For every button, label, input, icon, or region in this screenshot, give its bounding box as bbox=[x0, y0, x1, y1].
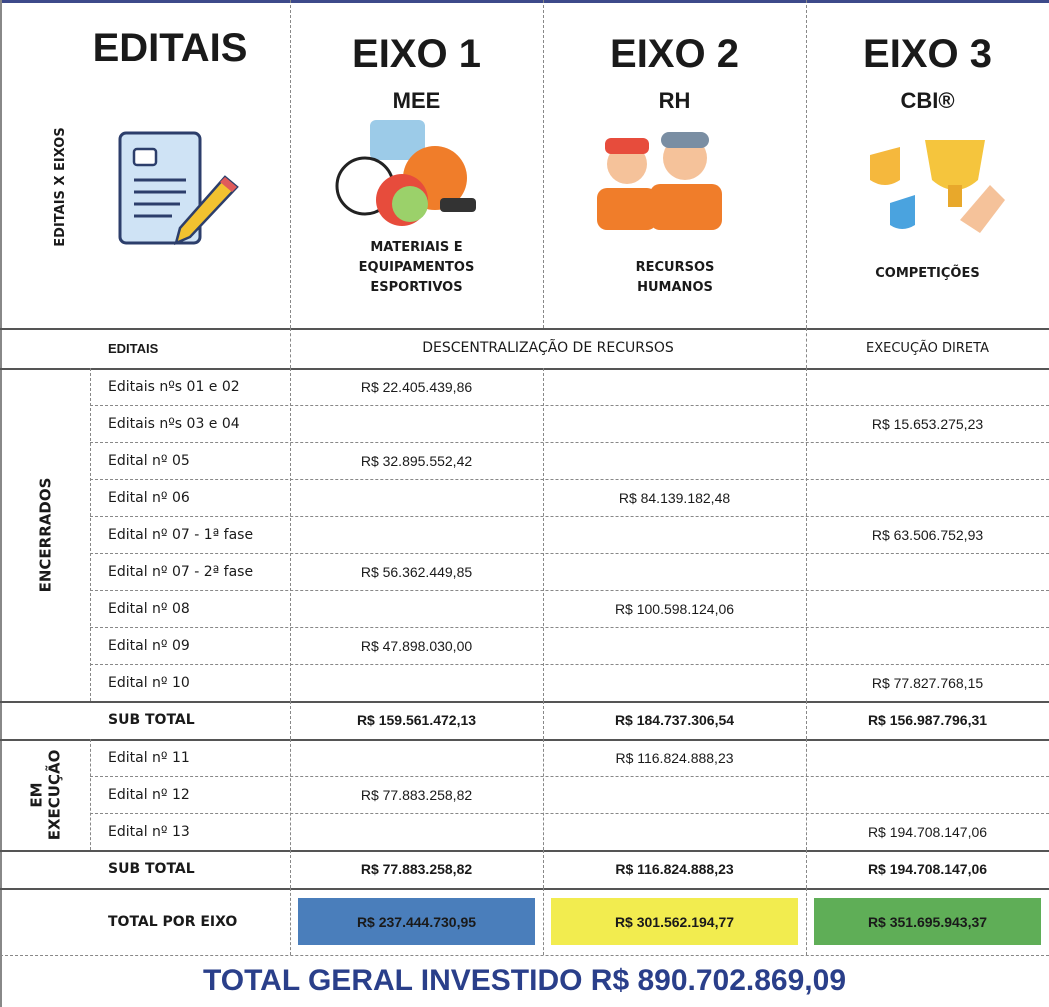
row-label: Editais nºs 01 e 02 bbox=[108, 378, 240, 395]
row-divider bbox=[90, 664, 1049, 665]
document-icon bbox=[118, 131, 239, 246]
cell-value: R$ 77.883.258,82 bbox=[360, 786, 473, 803]
sports-icon bbox=[335, 120, 476, 226]
axis-code: MEE bbox=[392, 88, 441, 113]
row-divider bbox=[0, 888, 1049, 890]
column-divider bbox=[806, 0, 807, 328]
column-divider bbox=[543, 701, 544, 739]
column-divider bbox=[543, 368, 544, 701]
row-label: Edital nº 08 bbox=[108, 600, 190, 617]
column-divider bbox=[290, 701, 291, 739]
total-label: TOTAL POR EIXO bbox=[108, 913, 238, 930]
column-divider bbox=[806, 701, 807, 739]
row-divider bbox=[0, 739, 1049, 741]
trophy-icon bbox=[870, 140, 1005, 233]
axis-description: MATERIAIS E EQUIPAMENTOS ESPORTIVOS bbox=[358, 240, 475, 295]
cell-value: R$ 63.506.752,93 bbox=[871, 526, 984, 543]
column-header: DESCENTRALIZAÇÃO DE RECURSOS bbox=[422, 340, 674, 356]
row-divider bbox=[90, 813, 1049, 814]
column-header: EDITAIS bbox=[108, 340, 159, 356]
grand-total: TOTAL GERAL INVESTIDO R$ 890.702.869,09 bbox=[202, 964, 847, 997]
cell-value: R$ 15.653.275,23 bbox=[871, 415, 984, 432]
row-label: Edital nº 07 - 2ª fase bbox=[108, 563, 254, 580]
column-divider bbox=[806, 328, 807, 368]
group-label: ENCERRADOS bbox=[36, 477, 54, 592]
subtotal-label: SUB TOTAL bbox=[108, 712, 195, 728]
subtotal-value: R$ 116.824.888,23 bbox=[615, 861, 734, 877]
row-label: Edital nº 05 bbox=[108, 452, 190, 469]
cell-value: R$ 116.824.888,23 bbox=[615, 749, 734, 766]
column-divider bbox=[90, 739, 91, 850]
column-divider bbox=[543, 0, 544, 328]
row-divider bbox=[90, 553, 1049, 554]
row-divider bbox=[90, 479, 1049, 480]
group-label: EM EXECUÇÃO bbox=[27, 749, 63, 840]
column-divider bbox=[290, 888, 291, 955]
column-divider bbox=[290, 328, 291, 368]
row-label: Edital nº 13 bbox=[108, 823, 190, 840]
column-divider bbox=[543, 888, 544, 955]
axis-title: EIXO 2 bbox=[610, 32, 739, 76]
row-divider bbox=[0, 328, 1049, 330]
row-divider bbox=[0, 850, 1049, 852]
row-divider bbox=[0, 955, 1049, 956]
axis-description: RECURSOS HUMANOS bbox=[635, 260, 715, 295]
subtotal-value: R$ 77.883.258,82 bbox=[360, 861, 473, 877]
column-divider bbox=[806, 739, 807, 850]
row-divider bbox=[90, 590, 1049, 591]
subtotal-value: R$ 194.708.147,06 bbox=[867, 861, 988, 877]
column-divider bbox=[806, 888, 807, 955]
cell-value: R$ 100.598.124,06 bbox=[614, 600, 735, 617]
column-divider bbox=[90, 368, 91, 701]
cell-value: R$ 32.895.552,42 bbox=[360, 452, 473, 469]
editais-title: EDITAIS bbox=[92, 26, 248, 70]
total-value: R$ 301.562.194,77 bbox=[551, 898, 798, 945]
cell-value: R$ 22.405.439,86 bbox=[360, 378, 473, 395]
column-divider bbox=[290, 850, 291, 888]
subtotal-value: R$ 184.737.306,54 bbox=[614, 712, 735, 728]
row-label: Edital nº 12 bbox=[108, 786, 190, 803]
axis-title: EIXO 1 bbox=[352, 32, 481, 76]
column-header: EXECUÇÃO DIRETA bbox=[866, 340, 989, 356]
row-divider bbox=[0, 368, 1049, 370]
row-label: Edital nº 09 bbox=[108, 637, 190, 654]
row-label: Edital nº 11 bbox=[108, 749, 190, 766]
axis-code: RH bbox=[658, 88, 691, 113]
subtotal-label: SUB TOTAL bbox=[108, 861, 195, 877]
column-divider bbox=[290, 739, 291, 850]
column-divider bbox=[806, 368, 807, 701]
row-divider bbox=[90, 516, 1049, 517]
row-label: Edital nº 07 - 1ª fase bbox=[108, 526, 254, 543]
axis-description: COMPETIÇÕES bbox=[875, 266, 980, 281]
row-divider bbox=[90, 405, 1049, 406]
cell-value: R$ 47.898.030,00 bbox=[360, 637, 473, 654]
axis-code: CBI® bbox=[900, 88, 955, 113]
column-divider bbox=[290, 0, 291, 328]
row-divider bbox=[0, 701, 1049, 703]
subtotal-value: R$ 156.987.796,31 bbox=[867, 712, 988, 728]
people-icon bbox=[597, 132, 722, 230]
subtotal-value: R$ 159.561.472,13 bbox=[356, 712, 477, 728]
row-label: Edital nº 10 bbox=[108, 674, 190, 691]
column-divider bbox=[290, 368, 291, 701]
column-divider bbox=[806, 850, 807, 888]
total-value: R$ 237.444.730,95 bbox=[298, 898, 535, 945]
cell-value: R$ 194.708.147,06 bbox=[867, 823, 988, 840]
row-divider bbox=[90, 442, 1049, 443]
row-label: Edital nº 06 bbox=[108, 489, 190, 506]
row-label: Editais nºs 03 e 04 bbox=[108, 415, 240, 432]
cell-value: R$ 77.827.768,15 bbox=[871, 674, 984, 691]
axis-title: EIXO 3 bbox=[863, 32, 992, 76]
left-border bbox=[0, 0, 2, 1007]
cell-value: R$ 56.362.449,85 bbox=[360, 563, 473, 580]
row-divider bbox=[90, 627, 1049, 628]
column-divider bbox=[543, 850, 544, 888]
row-divider bbox=[90, 776, 1049, 777]
top-border bbox=[0, 0, 1049, 3]
column-divider bbox=[543, 739, 544, 850]
cell-value: R$ 84.139.182,48 bbox=[618, 489, 731, 506]
total-value: R$ 351.695.943,37 bbox=[814, 898, 1041, 945]
side-label: EDITAIS X EIXOS bbox=[52, 127, 68, 247]
